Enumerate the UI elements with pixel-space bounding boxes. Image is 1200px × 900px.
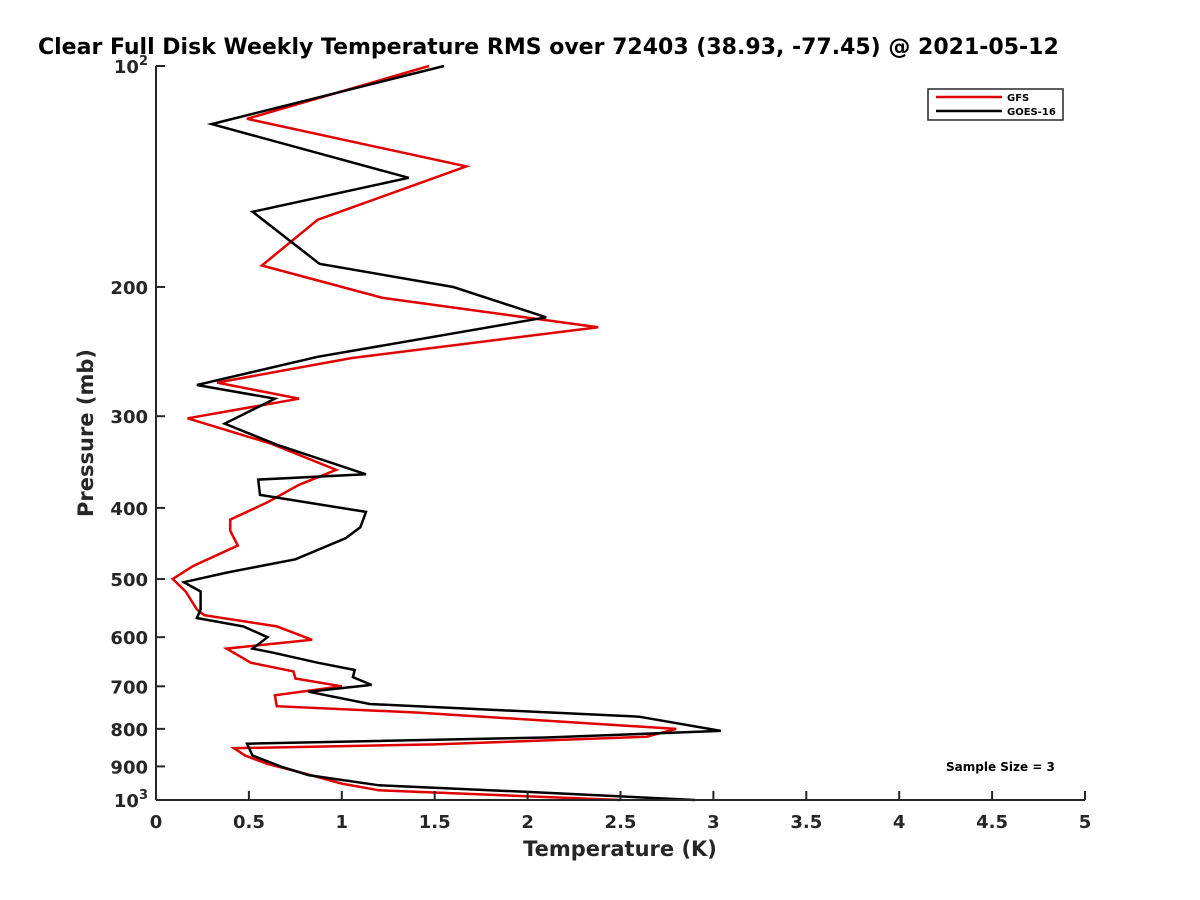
y-tick-label: 103 (114, 788, 148, 812)
y-ticks: 102 200 300 400 500 600 700 800 900 103 (110, 54, 165, 812)
y-tick-label: 400 (110, 499, 148, 520)
y-tick-label: 600 (110, 628, 148, 649)
y-tick-label: 900 (110, 757, 148, 778)
x-tick-label: 3.5 (790, 812, 822, 833)
x-tick-label: 3 (707, 812, 720, 833)
sample-size-annotation: Sample Size = 3 (946, 760, 1055, 774)
legend-label-goes16: GOES-16 (1007, 107, 1056, 118)
y-axis-label: Pressure (mb) (74, 349, 98, 517)
x-tick-label: 1 (336, 812, 349, 833)
x-tick-label: 0 (150, 812, 163, 833)
x-ticks: 0 0.5 1 1.5 2 2.5 3 3.5 4 4.5 5 (150, 791, 1092, 833)
x-tick-label: 4 (893, 812, 906, 833)
series-line-gfs (170, 64, 677, 802)
axes (155, 66, 1085, 801)
x-tick-label: 0.5 (233, 812, 265, 833)
y-tick-label: 200 (110, 278, 148, 299)
y-tick-label: 700 (110, 677, 148, 698)
legend-label-gfs: GFS (1007, 93, 1029, 104)
y-tick-label: 500 (110, 570, 148, 591)
x-tick-label: 2 (521, 812, 534, 833)
x-tick-label: 1.5 (419, 812, 451, 833)
y-tick-label: 300 (110, 407, 148, 428)
legend: GFS GOES-16 (927, 88, 1064, 121)
y-tick-label: 800 (110, 720, 148, 741)
chart-title: Clear Full Disk Weekly Temperature RMS o… (38, 35, 1059, 60)
x-tick-label: 4.5 (976, 812, 1008, 833)
y-tick-label: 102 (114, 54, 148, 78)
series-line-goes16 (180, 64, 722, 802)
x-tick-label: 5 (1079, 812, 1092, 833)
legend-box (927, 88, 1064, 121)
x-axis-label: Temperature (K) (523, 837, 717, 861)
plot-lines (170, 64, 722, 802)
x-tick-label: 2.5 (605, 812, 637, 833)
